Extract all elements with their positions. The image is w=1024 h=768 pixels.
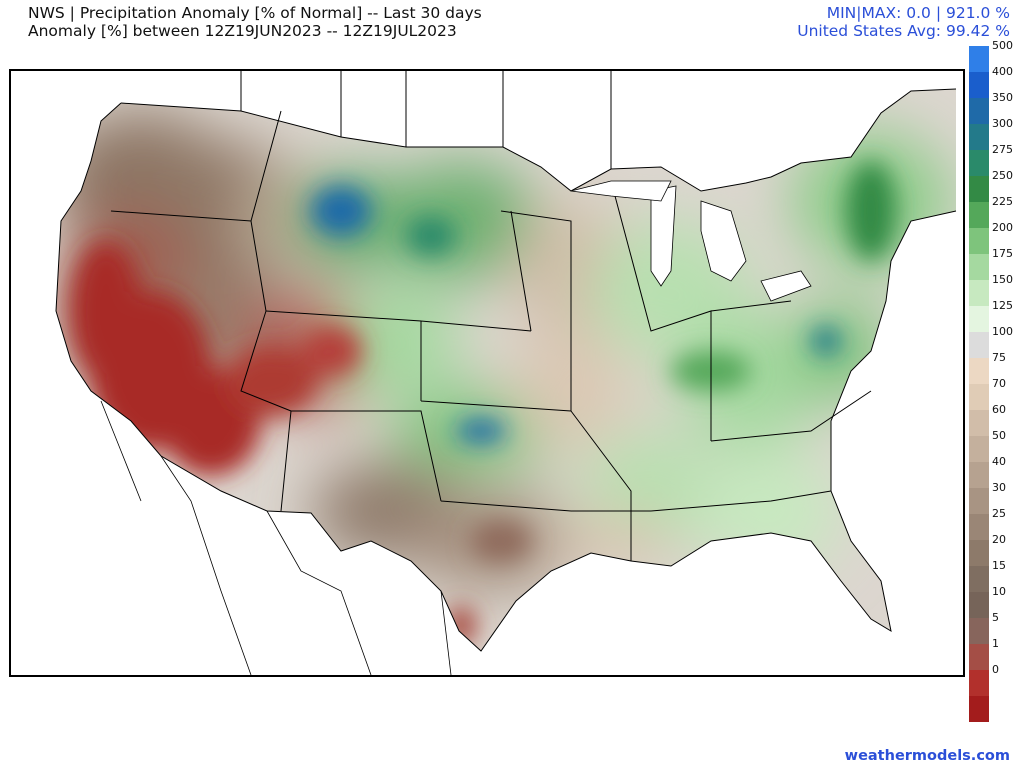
colorbar-tick-label: 200 [992, 221, 1013, 234]
colorbar-tick-label: 20 [992, 533, 1006, 546]
title-line-1: NWS | Precipitation Anomaly [% of Normal… [28, 4, 482, 22]
colorbar-segment [969, 46, 989, 72]
anomaly-field [56, 89, 956, 651]
coastlines-and-borders [55, 71, 957, 652]
colorbar-segment [969, 514, 989, 540]
map-canvas [11, 71, 963, 675]
colorbar-segment [969, 618, 989, 644]
colorbar-tick-label: 225 [992, 195, 1013, 208]
colorbar-tick-label: 15 [992, 559, 1006, 572]
colorbar-segment [969, 306, 989, 332]
colorbar-segment [969, 436, 989, 462]
colorbar-tick-label: 0 [992, 663, 999, 676]
colorbar-tick-label: 250 [992, 169, 1013, 182]
colorbar-tick-label: 40 [992, 455, 1006, 468]
colorbar-segment [969, 384, 989, 410]
colorbar-segment [969, 410, 989, 436]
colorbar-tick-label: 50 [992, 429, 1006, 442]
colorbar-segment [969, 696, 989, 722]
colorbar-segment [969, 202, 989, 228]
stats-summary: MIN|MAX: 0.0 | 921.0 % United States Avg… [797, 4, 1010, 40]
minmax-readout: MIN|MAX: 0.0 | 921.0 % [826, 4, 1010, 22]
colorbar-segment [969, 540, 989, 566]
colorbar-tick-label: 25 [992, 507, 1006, 520]
colorbar-segment [969, 254, 989, 280]
colorbar-segment [969, 592, 989, 618]
colorbar-segment [969, 358, 989, 384]
colorbar-tick-label: 75 [992, 351, 1006, 364]
colorbar-tick-label: 175 [992, 247, 1013, 260]
colorbar-segment [969, 644, 989, 670]
colorbar-segment [969, 98, 989, 124]
colorbar-segment [969, 488, 989, 514]
colorbar-tick-label: 30 [992, 481, 1006, 494]
colorbar-tick-label: 1 [992, 637, 999, 650]
title-line-2: Anomaly [%] between 12Z19JUN2023 -- 12Z1… [28, 22, 457, 40]
colorbar-tick-label: 70 [992, 377, 1006, 390]
colorbar-tick-label: 150 [992, 273, 1013, 286]
colorbar-tick-label: 500 [992, 39, 1013, 52]
colorbar-segment [969, 670, 989, 696]
colorbar-segment [969, 72, 989, 98]
colorbar-segment [969, 332, 989, 358]
colorbar-segment [969, 228, 989, 254]
us-average-readout: United States Avg: 99.42 % [797, 22, 1010, 40]
colorbar-tick-label: 5 [992, 611, 999, 624]
colorbar-tick-label: 10 [992, 585, 1006, 598]
colorbar-segment [969, 124, 989, 150]
colorbar-tick-label: 100 [992, 325, 1013, 338]
colorbar-segment [969, 280, 989, 306]
colorbar-tick-label: 300 [992, 117, 1013, 130]
colorbar-segment [969, 150, 989, 176]
colorbar [969, 46, 989, 722]
colorbar-tick-label: 350 [992, 91, 1013, 104]
lakes-and-mexico [100, 180, 812, 675]
colorbar-segment [969, 566, 989, 592]
colorbar-tick-label: 275 [992, 143, 1013, 156]
colorbar-segment [969, 462, 989, 488]
colorbar-tick-label: 400 [992, 65, 1013, 78]
anomaly-map[interactable] [9, 69, 965, 677]
colorbar-segment [969, 176, 989, 202]
map-title: NWS | Precipitation Anomaly [% of Normal… [28, 4, 482, 40]
colorbar-tick-label: 60 [992, 403, 1006, 416]
colorbar-tick-label: 125 [992, 299, 1013, 312]
credit-link[interactable]: weathermodels.com [844, 748, 1010, 764]
